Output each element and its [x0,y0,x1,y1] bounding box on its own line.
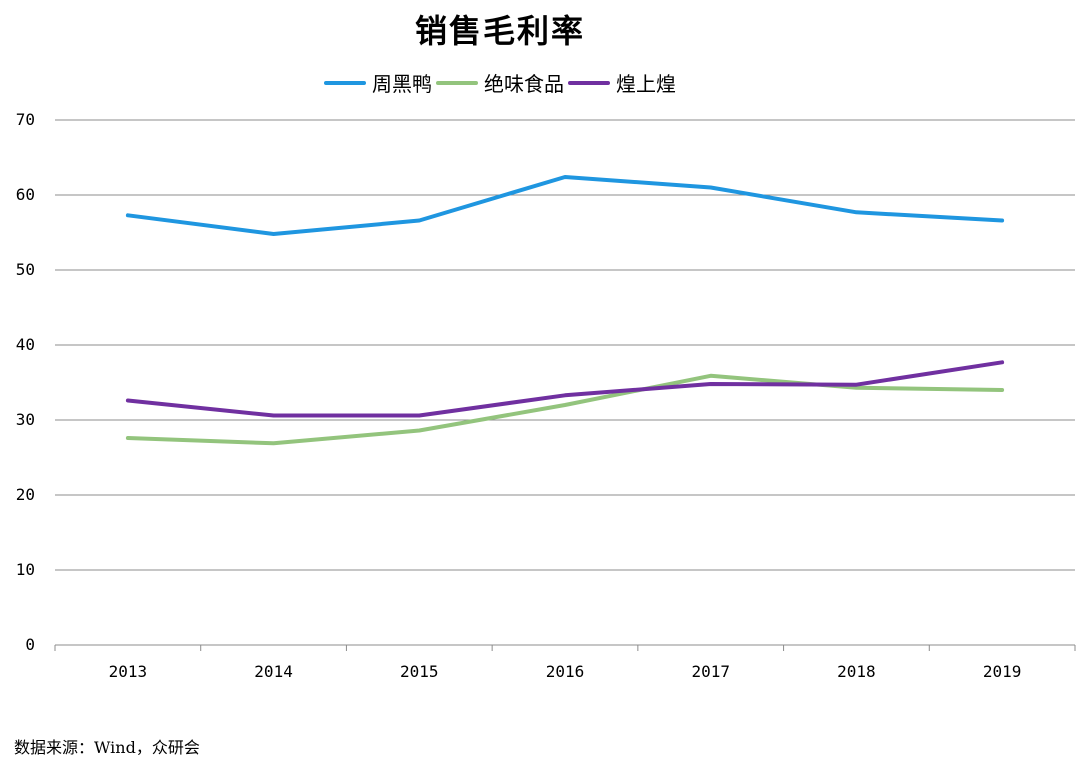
legend-swatch-juewei [436,80,478,85]
legend-item-zhouheiya: 周黑鸭 [324,68,432,97]
y-tick-label: 50 [16,260,35,279]
legend-label-zhouheiya: 周黑鸭 [372,72,432,96]
legend-item-huangshanghuang: 煌上煌 [568,68,676,97]
y-tick-label: 20 [16,485,35,504]
x-tick-label: 2015 [400,662,439,681]
x-tick-label: 2016 [546,662,585,681]
legend-label-juewei: 绝味食品 [484,72,564,96]
x-tick-label: 2018 [837,662,876,681]
legend-label-huangshanghuang: 煌上煌 [616,72,676,96]
legend-swatch-zhouheiya [324,80,366,85]
series-line-0 [125,175,1005,236]
y-tick-label: 0 [25,635,35,654]
chart-container: 销售毛利率 周黑鸭 绝味食品 煌上煌 0 10 20 30 40 50 60 70 2013 20… [0,12,1076,681]
legend-swatch-huangshanghuang [568,80,610,85]
y-tick-label: 40 [16,335,35,354]
legend-item-juewei: 绝味食品 [436,68,564,97]
x-tick-label: 2013 [109,662,148,681]
y-tick-label: 10 [16,560,35,579]
x-tick-label: 2019 [983,662,1022,681]
chart-legend: 周黑鸭 绝味食品 煌上煌 [0,68,1000,97]
series-line-1 [125,373,1005,446]
x-tick-label: 2014 [254,662,293,681]
line-chart-plot: 0 10 20 30 40 50 60 70 2013 2014 2015 2016 2017 2018 2… [16,110,1076,681]
y-tick-label: 70 [16,110,35,129]
source-note: 数据来源：Wind，众研会 [14,738,200,757]
y-tick-label: 30 [16,410,35,429]
chart-title: 销售毛利率 [414,12,585,50]
y-tick-label: 60 [16,185,35,204]
x-tick-label: 2017 [691,662,730,681]
